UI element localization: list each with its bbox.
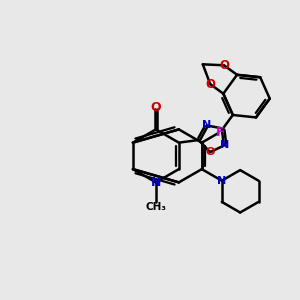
Text: N: N [217, 176, 226, 186]
Text: O: O [219, 59, 229, 72]
Text: F: F [216, 125, 224, 139]
Text: O: O [206, 147, 215, 157]
Text: O: O [205, 78, 215, 91]
Text: CH₃: CH₃ [146, 202, 167, 212]
Text: O: O [151, 101, 161, 114]
Text: N: N [220, 140, 230, 150]
Text: N: N [202, 121, 211, 130]
Text: N: N [151, 176, 161, 189]
